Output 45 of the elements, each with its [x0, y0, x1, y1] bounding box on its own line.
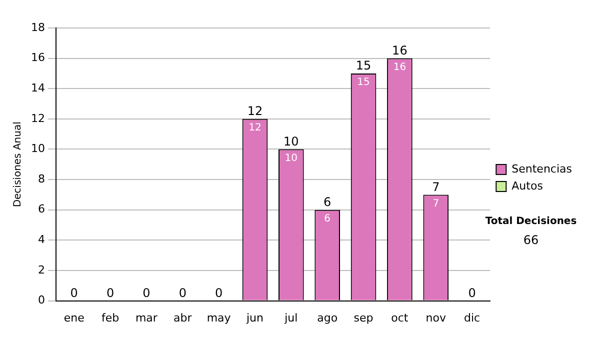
x-tick-label: dic [464, 311, 480, 324]
y-tick-label: 18 [30, 20, 45, 34]
legend-label: Sentencias [512, 162, 572, 176]
data-label: 6 [324, 213, 331, 224]
x-tick-label: jul [284, 311, 298, 324]
y-tick-label: 12 [30, 112, 45, 125]
total-label: 7 [432, 180, 440, 194]
x-tick-label: feb [101, 311, 120, 324]
total-label: 12 [247, 104, 263, 118]
legend-label: Autos [512, 179, 544, 192]
y-tick-label: 0 [38, 294, 45, 307]
x-tick-label: oct [391, 311, 409, 324]
data-label: 15 [357, 77, 370, 88]
y-tick-label: 2 [38, 263, 45, 276]
total-label: 15 [356, 58, 372, 73]
y-tick-label: 6 [38, 202, 45, 216]
total-label: 0 [106, 286, 114, 300]
total-label: 0 [468, 286, 476, 300]
x-tick-label: ago [317, 311, 338, 324]
total-label: 0 [70, 286, 78, 300]
data-label: 16 [393, 62, 406, 73]
total-label: 0 [142, 286, 150, 300]
y-axis-title: Decisiones Anual [12, 122, 24, 208]
x-tick-label: nov [426, 311, 446, 324]
y-tick-label: 4 [38, 233, 45, 246]
total-label: 0 [178, 286, 186, 300]
total-label: 6 [324, 194, 332, 209]
y-tick-label: 14 [30, 81, 45, 94]
text: 66 [522, 233, 540, 247]
x-tick-label: abr [174, 311, 192, 324]
total-label: 0 [214, 286, 223, 300]
x-tick-label: sep [354, 311, 374, 324]
data-label: 7 [432, 198, 440, 210]
y-tick-label: 10 [30, 142, 45, 156]
x-tick-label: may [206, 311, 232, 324]
annotation: Total Decisiones [484, 216, 578, 227]
x-tick-label: mar [135, 311, 158, 324]
data-label: 10 [284, 152, 298, 164]
y-tick-label: 8 [38, 172, 45, 186]
y-tick-label: 16 [30, 51, 45, 64]
total-label: 16 [392, 43, 408, 58]
data-label: 12 [248, 122, 262, 134]
x-tick-label: ene [64, 311, 85, 324]
x-tick-label: jun [245, 311, 264, 324]
total-label: 10 [284, 134, 299, 148]
